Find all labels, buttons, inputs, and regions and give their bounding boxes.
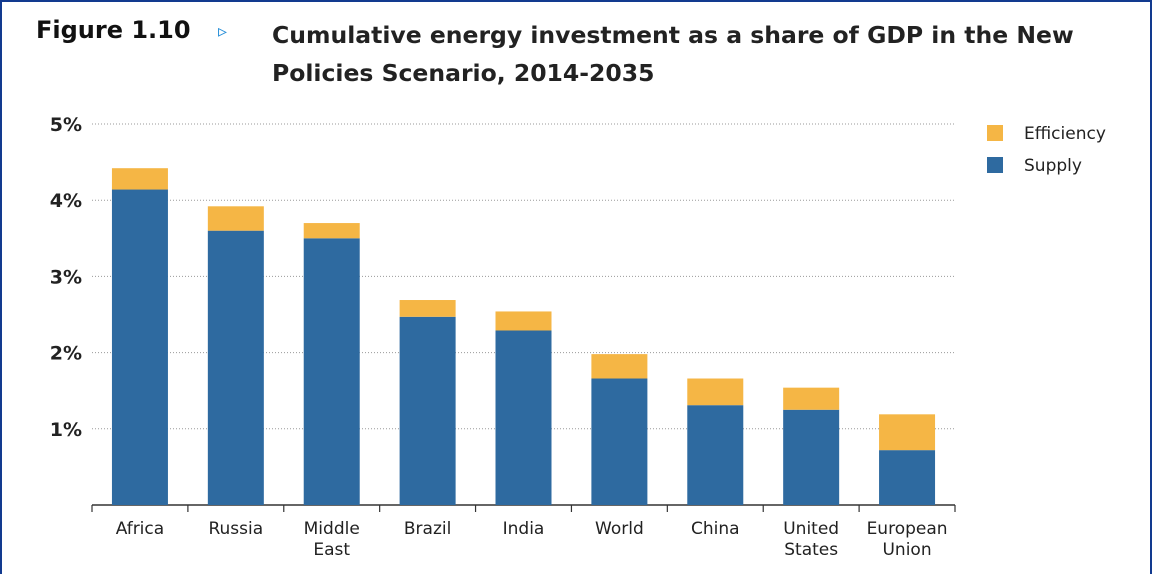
figure-arrow-icon: ▹ xyxy=(218,21,228,42)
bar-supply-middle-east xyxy=(303,238,360,506)
x-tick-label: Russia xyxy=(208,519,263,539)
x-tick-label-line: Middle xyxy=(304,519,360,539)
x-tick-label-line: India xyxy=(503,519,545,539)
x-tick-label: India xyxy=(503,519,545,539)
x-tick-label: United States xyxy=(783,519,839,560)
y-tick-label: 2% xyxy=(50,343,82,365)
x-tick-label-line: World xyxy=(595,519,644,539)
legend-swatch-efficiency xyxy=(987,125,1003,141)
bar-supply-africa xyxy=(111,189,168,506)
x-tick-label: Middle East xyxy=(304,519,360,560)
bar-supply-european-union xyxy=(879,450,936,505)
bar-efficiency-china xyxy=(687,378,744,406)
x-tick-label: European Union xyxy=(867,519,948,560)
bar-supply-china xyxy=(687,405,744,505)
legend-swatch-supply xyxy=(987,157,1003,173)
bar-efficiency-united-states xyxy=(783,387,840,410)
x-tick-label-line: East xyxy=(313,540,350,560)
x-tick-label-line: Africa xyxy=(116,519,165,539)
x-tick-label-line: Brazil xyxy=(404,519,451,539)
figure-label: Figure 1.10 xyxy=(36,16,191,44)
bar-efficiency-india xyxy=(495,311,552,331)
bar-efficiency-world xyxy=(591,354,648,379)
x-tick-label-line: China xyxy=(691,519,740,539)
bar-efficiency-russia xyxy=(207,206,264,231)
y-tick-label: 1% xyxy=(50,419,82,441)
x-tick-label: Africa xyxy=(116,519,165,539)
bar-supply-brazil xyxy=(399,316,456,505)
y-tick-label: 3% xyxy=(50,266,82,288)
x-tick-label: China xyxy=(691,519,740,539)
bar-supply-russia xyxy=(207,230,264,505)
x-tick-label: World xyxy=(595,519,644,539)
legend-label-efficiency: Efficiency xyxy=(1024,124,1106,144)
y-tick-label: 5% xyxy=(50,114,82,136)
bar-efficiency-european-union xyxy=(879,414,936,451)
legend-label-supply: Supply xyxy=(1024,156,1082,176)
bar-supply-india xyxy=(495,330,552,505)
bar-efficiency-middle-east xyxy=(303,223,360,239)
x-tick-label-line: Union xyxy=(882,540,931,560)
x-tick-label: Brazil xyxy=(404,519,451,539)
bar-supply-world xyxy=(591,378,648,505)
figure-title: Cumulative energy investment as a share … xyxy=(272,21,1074,87)
bar-efficiency-africa xyxy=(111,168,168,190)
bar-supply-united-states xyxy=(783,409,840,505)
x-tick-label-line: States xyxy=(784,540,838,560)
y-tick-label: 4% xyxy=(50,190,82,212)
x-tick-label-line: European xyxy=(867,519,948,539)
x-tick-label-line: Russia xyxy=(208,519,263,539)
x-tick-label-line: United xyxy=(783,519,839,539)
bar-efficiency-brazil xyxy=(399,300,456,317)
